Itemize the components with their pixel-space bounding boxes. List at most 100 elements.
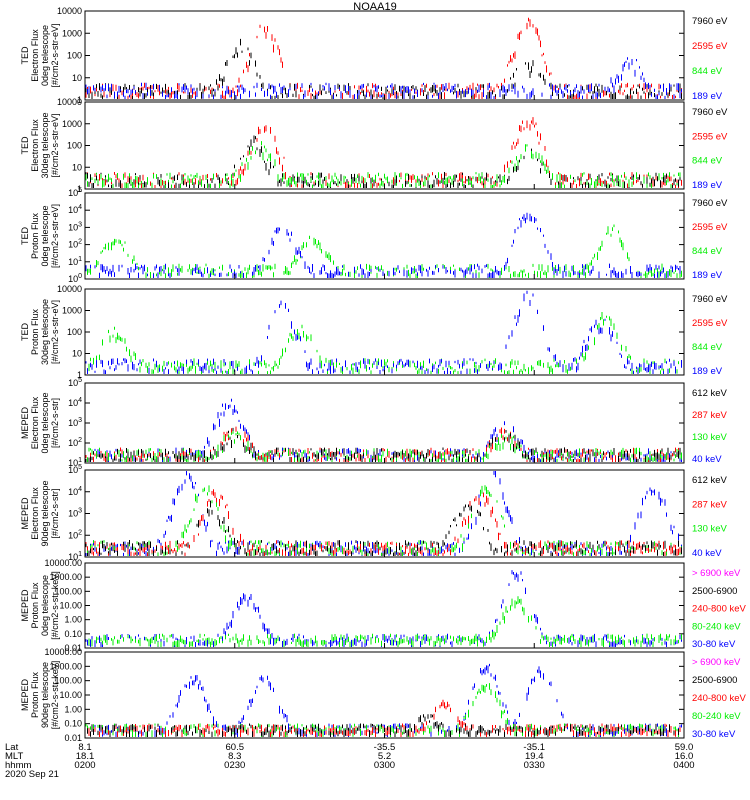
legend-entry: 287 keV bbox=[692, 499, 728, 510]
legend-entry: 7960 eV bbox=[692, 16, 728, 27]
legend-entry: 844 eV bbox=[692, 156, 723, 167]
y-tick-label: 102 bbox=[68, 529, 82, 540]
y-axis-label-line: Proton Flux bbox=[30, 671, 40, 718]
y-tick-label: 101 bbox=[68, 256, 82, 267]
legend-entry: 844 eV bbox=[692, 246, 723, 257]
legend-entry: 189 eV bbox=[692, 366, 723, 377]
legend-entry: 189 eV bbox=[692, 270, 723, 281]
y-tick-label: 1000.00 bbox=[49, 572, 82, 582]
legend-entry: 80-240 keV bbox=[692, 621, 741, 632]
y-tick-label: 10.00 bbox=[59, 690, 82, 700]
y-tick-label: 103 bbox=[68, 508, 82, 519]
y-tick-label: 103 bbox=[68, 417, 82, 428]
legend-entry: 612 keV bbox=[692, 388, 728, 399]
y-tick-label: 105 bbox=[68, 187, 82, 198]
x-tick-lat: -35.1 bbox=[523, 742, 545, 753]
y-tick-label: 1.00 bbox=[64, 615, 82, 625]
y-tick-label: 104 bbox=[68, 486, 82, 497]
y-axis-label-line: [#/cm2-s-str-keV] bbox=[50, 661, 60, 730]
series-blue-trace bbox=[85, 471, 682, 556]
y-axis-label-line: [#/cm2-s-str-eV] bbox=[50, 300, 60, 364]
y-tick-label: 0.01 bbox=[64, 643, 82, 653]
x-tick-mlt: 8.3 bbox=[228, 751, 241, 762]
legend-entry: 844 eV bbox=[692, 66, 723, 77]
series-green-trace bbox=[85, 141, 681, 188]
legend-entry: 2595 eV bbox=[692, 318, 728, 329]
legend-entry: 844 eV bbox=[692, 342, 723, 353]
y-tick-label: 101 bbox=[68, 457, 82, 468]
series-green-trace bbox=[88, 596, 682, 647]
legend-entry: 2595 eV bbox=[692, 131, 728, 142]
legend-entry: 189 eV bbox=[692, 180, 723, 191]
series-green-trace bbox=[87, 224, 682, 278]
legend-entry: 2595 eV bbox=[692, 222, 728, 233]
y-axis-label-line: TED bbox=[20, 136, 30, 155]
x-row-label: Lat bbox=[5, 742, 19, 753]
y-tick-label: 0.10 bbox=[64, 719, 82, 729]
series-black-trace bbox=[87, 714, 679, 737]
y-tick-label: 104 bbox=[68, 204, 82, 215]
date-label: 2020 Sep 21 bbox=[5, 769, 59, 780]
x-row-label: hhmm bbox=[5, 760, 31, 771]
series-red-trace bbox=[85, 426, 681, 462]
y-tick-label: 104 bbox=[68, 397, 82, 408]
y-tick-label: 1 bbox=[77, 184, 82, 194]
y-tick-label: 105 bbox=[68, 464, 82, 475]
series-green-trace bbox=[87, 428, 682, 462]
y-tick-label: 102 bbox=[68, 239, 82, 250]
y-axis-label-5: MEPED Electron Flux 0deg telescope [#/cm2-s… bbox=[20, 392, 60, 453]
y-axis-label-line: Electron Flux bbox=[30, 487, 40, 540]
x-row-label: MLT bbox=[5, 751, 23, 762]
panel-frame-6 bbox=[84, 469, 685, 558]
series-blue-trace bbox=[85, 570, 682, 647]
y-axis-label-line: 0deg telescope bbox=[40, 205, 50, 266]
legend-entry: 612 keV bbox=[692, 475, 728, 486]
y-tick-label: 100.00 bbox=[54, 586, 82, 596]
series-green-trace bbox=[88, 312, 679, 374]
chart-title: NOAA19 bbox=[353, 1, 397, 13]
legend-entry: 240-800 keV bbox=[692, 604, 747, 615]
y-axis-label-8: MEPED Proton Flux 90deg telescope [#/cm2-s-… bbox=[20, 661, 60, 730]
y-tick-label: 100 bbox=[68, 273, 82, 284]
y-axis-label-7: MEPED Proton Flux 0deg telescope [#/cm2-s-s… bbox=[20, 571, 60, 640]
y-tick-label: 10000.00 bbox=[44, 647, 82, 657]
y-axis-label-line: Electron Flux bbox=[30, 396, 40, 449]
series-black-trace bbox=[85, 135, 681, 188]
y-tick-label: 1000 bbox=[62, 28, 82, 38]
legend-entry: 130 keV bbox=[692, 432, 728, 443]
legend-entry: 2500-6900 bbox=[692, 586, 737, 597]
y-axis-label-line: MEPED bbox=[20, 497, 30, 530]
legend-entry: 40 keV bbox=[692, 548, 722, 559]
y-axis-label-line: TED bbox=[20, 46, 30, 65]
x-tick-mlt: 18.1 bbox=[76, 751, 95, 762]
y-axis-label-line: [#/cm2-s-str-eV] bbox=[50, 113, 60, 177]
y-tick-label: 10 bbox=[72, 73, 82, 83]
y-tick-label: 10000 bbox=[57, 97, 82, 107]
y-tick-label: 101 bbox=[68, 551, 82, 562]
y-tick-label: 100.00 bbox=[54, 676, 82, 686]
x-tick-hhmm: 0400 bbox=[673, 760, 694, 771]
series-blue-trace bbox=[87, 398, 682, 462]
y-axis-label-line: 90deg telescope bbox=[40, 662, 50, 728]
y-axis-label-line: TED bbox=[20, 322, 30, 341]
series-black-trace bbox=[85, 38, 682, 99]
y-tick-label: 10000 bbox=[57, 6, 82, 16]
legend-entry: 7960 eV bbox=[692, 107, 728, 118]
legend-entry: 40 keV bbox=[692, 454, 722, 465]
y-tick-label: 1000 bbox=[62, 119, 82, 129]
y-tick-label: 103 bbox=[68, 221, 82, 232]
y-tick-label: 102 bbox=[68, 437, 82, 448]
x-tick-mlt: 19.4 bbox=[525, 751, 544, 762]
x-tick-lat: 8.1 bbox=[78, 742, 91, 753]
x-tick-mlt: 5.2 bbox=[378, 751, 391, 762]
y-tick-label: 1000.00 bbox=[49, 661, 82, 671]
x-tick-mlt: 16.0 bbox=[675, 751, 694, 762]
y-tick-label: 100 bbox=[67, 51, 82, 61]
series-red-trace bbox=[85, 489, 681, 556]
series-black-trace bbox=[85, 427, 681, 462]
y-tick-label: 10 bbox=[72, 349, 82, 359]
y-axis-label-line: MEPED bbox=[20, 679, 30, 712]
legend-entry: 80-240 keV bbox=[692, 711, 741, 722]
y-tick-label: 0.01 bbox=[64, 733, 82, 743]
